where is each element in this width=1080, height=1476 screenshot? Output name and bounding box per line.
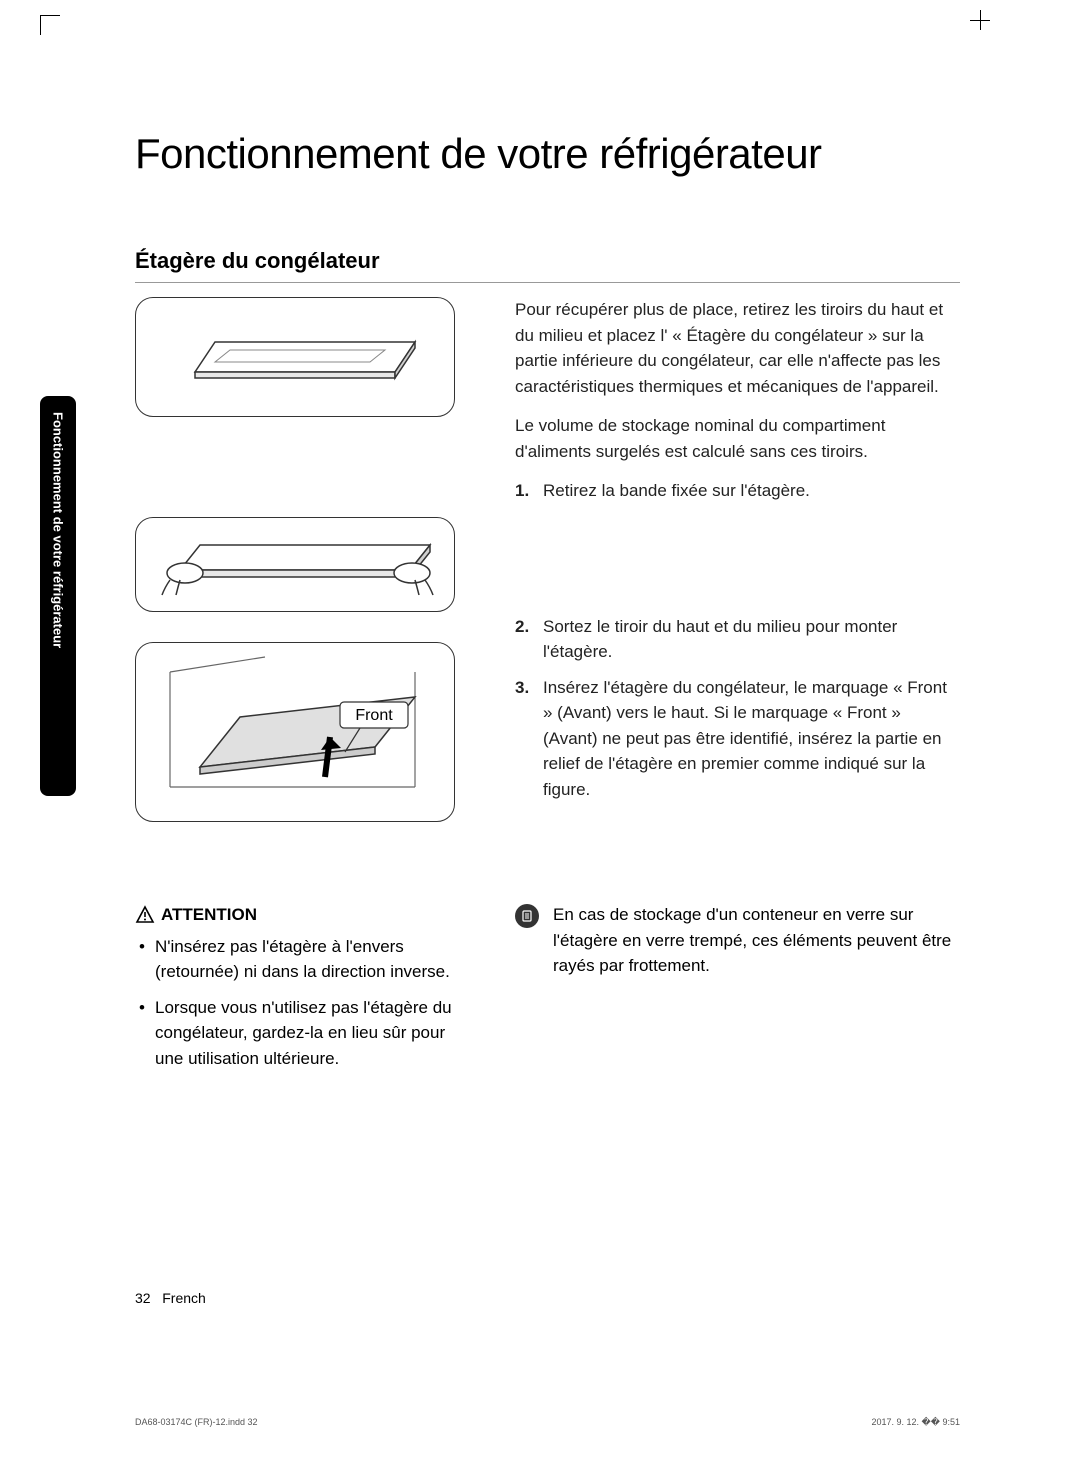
steps-list: 1. Retirez la bande fixée sur l'étagère.…	[515, 478, 960, 802]
shelf-hands-icon	[150, 525, 440, 605]
print-file: DA68-03174C (FR)-12.indd 32	[135, 1417, 258, 1428]
attention-item-2: Lorsque vous n'utilisez pas l'étagère du…	[139, 995, 475, 1072]
note-text: En cas de stockage d'un conteneur en ver…	[553, 902, 960, 979]
print-footer: DA68-03174C (FR)-12.indd 32 2017. 9. 12.…	[135, 1417, 960, 1428]
page-footer: 32 French	[135, 1290, 206, 1306]
intro-para-1: Pour récupérer plus de place, retirez le…	[515, 297, 960, 399]
note-icon	[515, 904, 539, 928]
section-heading: Étagère du congélateur	[135, 248, 960, 283]
lower-row: ATTENTION N'insérez pas l'étagère à l'en…	[135, 862, 960, 1081]
step-2-text: Sortez le tiroir du haut et du milieu po…	[543, 614, 960, 665]
step-1: 1. Retirez la bande fixée sur l'étagère.	[515, 478, 960, 504]
attention-column: ATTENTION N'insérez pas l'étagère à l'en…	[135, 862, 475, 1081]
attention-list: N'insérez pas l'étagère à l'envers (reto…	[135, 934, 475, 1072]
page-number: 32	[135, 1290, 151, 1306]
attention-item-1: N'insérez pas l'étagère à l'envers (reto…	[139, 934, 475, 985]
attention-label: ATTENTION	[161, 902, 257, 928]
figure-shelf	[135, 297, 455, 417]
print-date: 2017. 9. 12. �� 9:51	[871, 1417, 960, 1428]
attention-header: ATTENTION	[135, 902, 475, 928]
figure-shelf-hands	[135, 517, 455, 612]
attention-block: ATTENTION N'insérez pas l'étagère à l'en…	[135, 902, 475, 1071]
figure-shelf-insert: Front	[135, 642, 455, 822]
front-label-text: Front	[355, 707, 393, 724]
shelf-icon	[170, 322, 420, 392]
step-3-text: Insérez l'étagère du congélateur, le mar…	[543, 675, 960, 803]
step-1-num: 1.	[515, 478, 533, 504]
note-block: En cas de stockage d'un conteneur en ver…	[515, 902, 960, 979]
figures-column: Front	[135, 297, 475, 852]
note-column: En cas de stockage d'un conteneur en ver…	[515, 862, 960, 1081]
page-language: French	[162, 1290, 206, 1306]
page-title: Fonctionnement de votre réfrigérateur	[135, 130, 960, 178]
step-3: 3. Insérez l'étagère du congélateur, le …	[515, 675, 960, 803]
step-3-num: 3.	[515, 675, 533, 803]
step-2: 2. Sortez le tiroir du haut et du milieu…	[515, 614, 960, 665]
text-column: Pour récupérer plus de place, retirez le…	[515, 297, 960, 852]
warning-icon	[135, 905, 155, 925]
page-content: Fonctionnement de votre réfrigérateur Ét…	[0, 0, 1080, 1081]
step-2-num: 2.	[515, 614, 533, 665]
shelf-insert-icon: Front	[145, 652, 445, 812]
intro-para-2: Le volume de stockage nominal du compart…	[515, 413, 960, 464]
two-columns: Front Pour récupérer plus de place, reti…	[135, 297, 960, 852]
step-1-text: Retirez la bande fixée sur l'étagère.	[543, 478, 810, 504]
